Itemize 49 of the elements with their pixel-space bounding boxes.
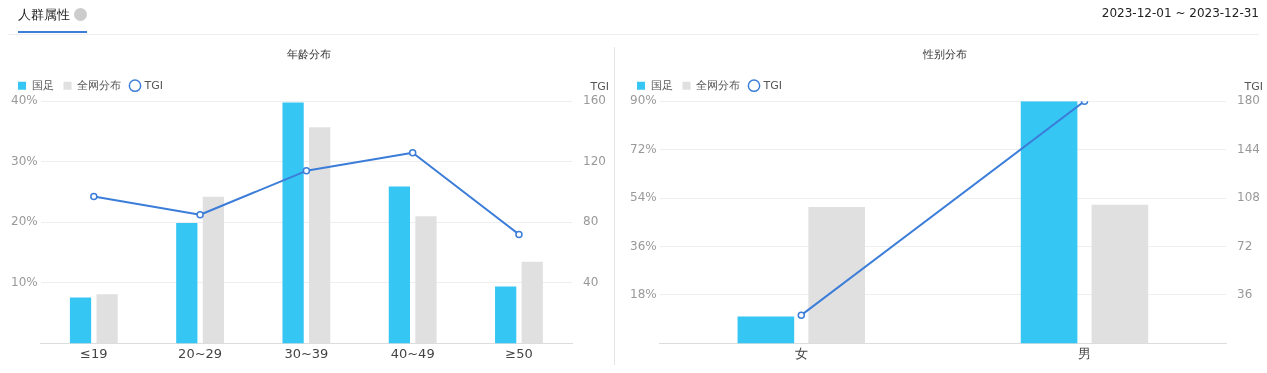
point (515, 230, 523, 239)
legend-label: 全网分布 (77, 78, 121, 92)
bar (388, 186, 411, 344)
y2-axis-title: TGI (589, 80, 609, 94)
y2-tick-label: 180 (1237, 93, 1260, 108)
y2-tick-label: 120 (583, 153, 606, 168)
x-tick-label: ≤19 (80, 345, 108, 361)
chart-title: 年龄分布 (286, 48, 331, 62)
x-tick-label: 女 (794, 345, 808, 361)
bar (69, 297, 92, 344)
y-tick-label: 10% (11, 274, 38, 289)
text: 2023-12-01 ~ 2023-12-31 (1101, 5, 1259, 20)
y-tick-label: 90% (630, 93, 657, 108)
bar (1020, 101, 1078, 344)
x-tick-label: 20~29 (178, 345, 223, 361)
y-tick-label: 20% (11, 214, 38, 229)
y2-tick-label: 160 (583, 93, 606, 108)
y-tick-label: 18% (630, 287, 657, 302)
bar (737, 316, 795, 344)
bar (176, 222, 198, 344)
point (196, 210, 204, 219)
y2-tick-label: 36 (1237, 287, 1253, 302)
point (302, 167, 311, 175)
y2-tick-label: 72 (1237, 238, 1253, 253)
y2-tick-label: 144 (1237, 141, 1260, 156)
legend-label: 国足 (31, 78, 54, 92)
y-tick-label: 40% (11, 93, 38, 108)
x-tick-label: 40~49 (390, 345, 435, 361)
bar (282, 102, 304, 344)
legend-label: 全网分布 (696, 78, 740, 92)
y2-tick-label: 40 (583, 274, 599, 289)
y2-tick-label: 108 (1237, 190, 1260, 205)
y-tick-label: 30% (11, 153, 38, 168)
x-tick-label: 30~39 (284, 345, 329, 361)
bar (495, 286, 517, 344)
y2-axis-title: TGI (1243, 80, 1263, 94)
point (408, 148, 417, 157)
legend-label: TGI (143, 78, 163, 92)
text: 人群属性 (18, 5, 70, 24)
y2-tick-label: 80 (583, 214, 599, 229)
x-tick-label: ≥50 (505, 345, 533, 361)
legend-label: TGI (762, 78, 782, 92)
y-tick-label: 36% (630, 238, 657, 253)
point (90, 192, 98, 201)
x-tick-label: 男 (1077, 345, 1091, 361)
legend-label: 国足 (650, 78, 673, 92)
y-tick-label: 54% (630, 190, 657, 205)
y-tick-label: 72% (630, 141, 657, 156)
chart-title: 性别分布 (922, 48, 967, 62)
